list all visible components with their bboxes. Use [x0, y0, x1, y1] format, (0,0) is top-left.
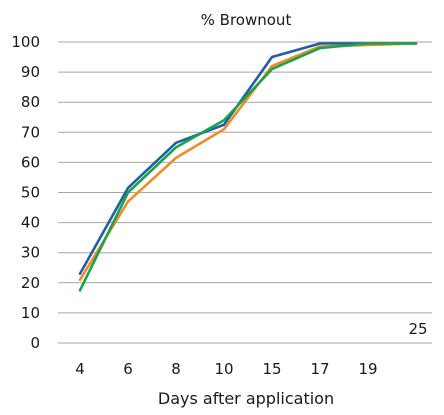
x-tick-label: 19: [358, 360, 377, 378]
x-tick-label: 6: [123, 360, 133, 378]
series-line-1: [78, 42, 418, 276]
y-tick-label: 20: [21, 274, 40, 292]
series-line-3: [78, 42, 418, 292]
y-tick-label: 10: [21, 304, 40, 322]
x-tick-label: 17: [310, 360, 329, 378]
x-tick-label: 15: [262, 360, 281, 378]
x-tick-label: 8: [171, 360, 181, 378]
chart-title: % Brownout: [201, 11, 292, 29]
x-axis-ticks: 4 6 8 10 15 17 19 25: [75, 320, 427, 378]
series-group: [78, 42, 418, 292]
series-line-2: [78, 42, 418, 282]
gridlines: [58, 41, 432, 344]
x-tick-label: 25: [408, 320, 427, 338]
y-tick-label: 70: [21, 123, 40, 141]
x-tick-label: 4: [75, 360, 85, 378]
y-tick-label: 80: [21, 93, 40, 111]
x-tick-label: 10: [214, 360, 233, 378]
y-tick-label: 50: [21, 184, 40, 202]
y-axis-ticks: 0 10 20 30 40 50 60 70 80 90 100: [11, 33, 40, 352]
x-axis-label: Days after application: [158, 389, 334, 408]
y-tick-label: 100: [11, 33, 40, 51]
y-tick-label: 40: [21, 214, 40, 232]
y-tick-label: 30: [21, 244, 40, 262]
y-tick-label: 0: [30, 334, 40, 352]
y-tick-label: 90: [21, 63, 40, 81]
y-tick-label: 60: [21, 153, 40, 171]
